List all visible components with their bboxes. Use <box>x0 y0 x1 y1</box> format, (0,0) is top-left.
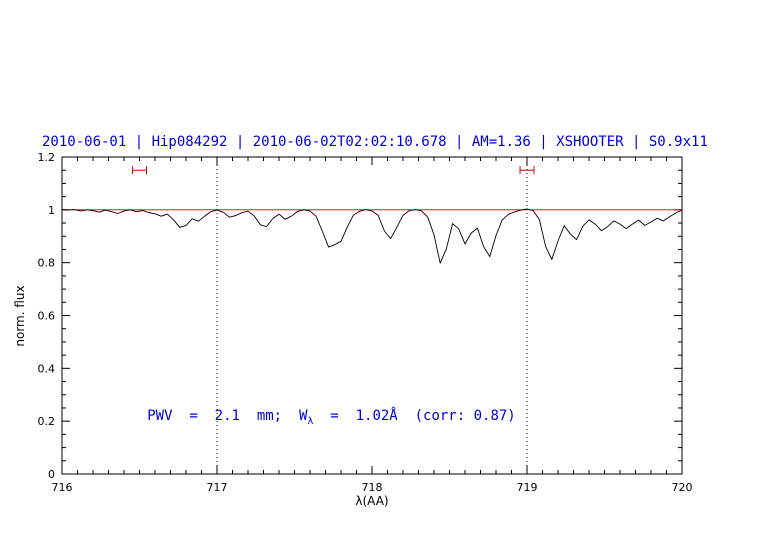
x-tick-label: 716 <box>52 481 73 494</box>
annotation-post: = 1.02Å (corr: 0.87) <box>313 408 516 425</box>
y-tick-label: 0 <box>48 468 55 481</box>
annotation-lambda-subscript: λ <box>307 415 314 427</box>
x-tick-label: 719 <box>517 481 538 494</box>
y-tick-label: 0.6 <box>38 310 56 323</box>
y-tick-label: 0.2 <box>38 415 56 428</box>
x-axis-label: λ(AA) <box>355 494 389 508</box>
plot-title: 2010-06-01 | Hip084292 | 2010-06-02T02:0… <box>42 134 708 150</box>
pwv-annotation: PWV = 2.1 mm; Wλ = 1.02Å (corr: 0.87) <box>147 408 516 427</box>
y-tick-label: 1.2 <box>38 151 56 164</box>
annotation-pre: PWV = 2.1 mm; W <box>147 408 308 425</box>
y-tick-label: 0.4 <box>38 362 56 375</box>
y-tick-label: 0.8 <box>38 257 56 270</box>
spectrum-line <box>61 208 683 264</box>
plot-border <box>61 156 683 475</box>
x-tick-label: 717 <box>207 481 228 494</box>
y-tick-label: 1 <box>48 204 55 217</box>
x-tick-label: 720 <box>672 481 693 494</box>
x-tick-label: 718 <box>362 481 383 494</box>
